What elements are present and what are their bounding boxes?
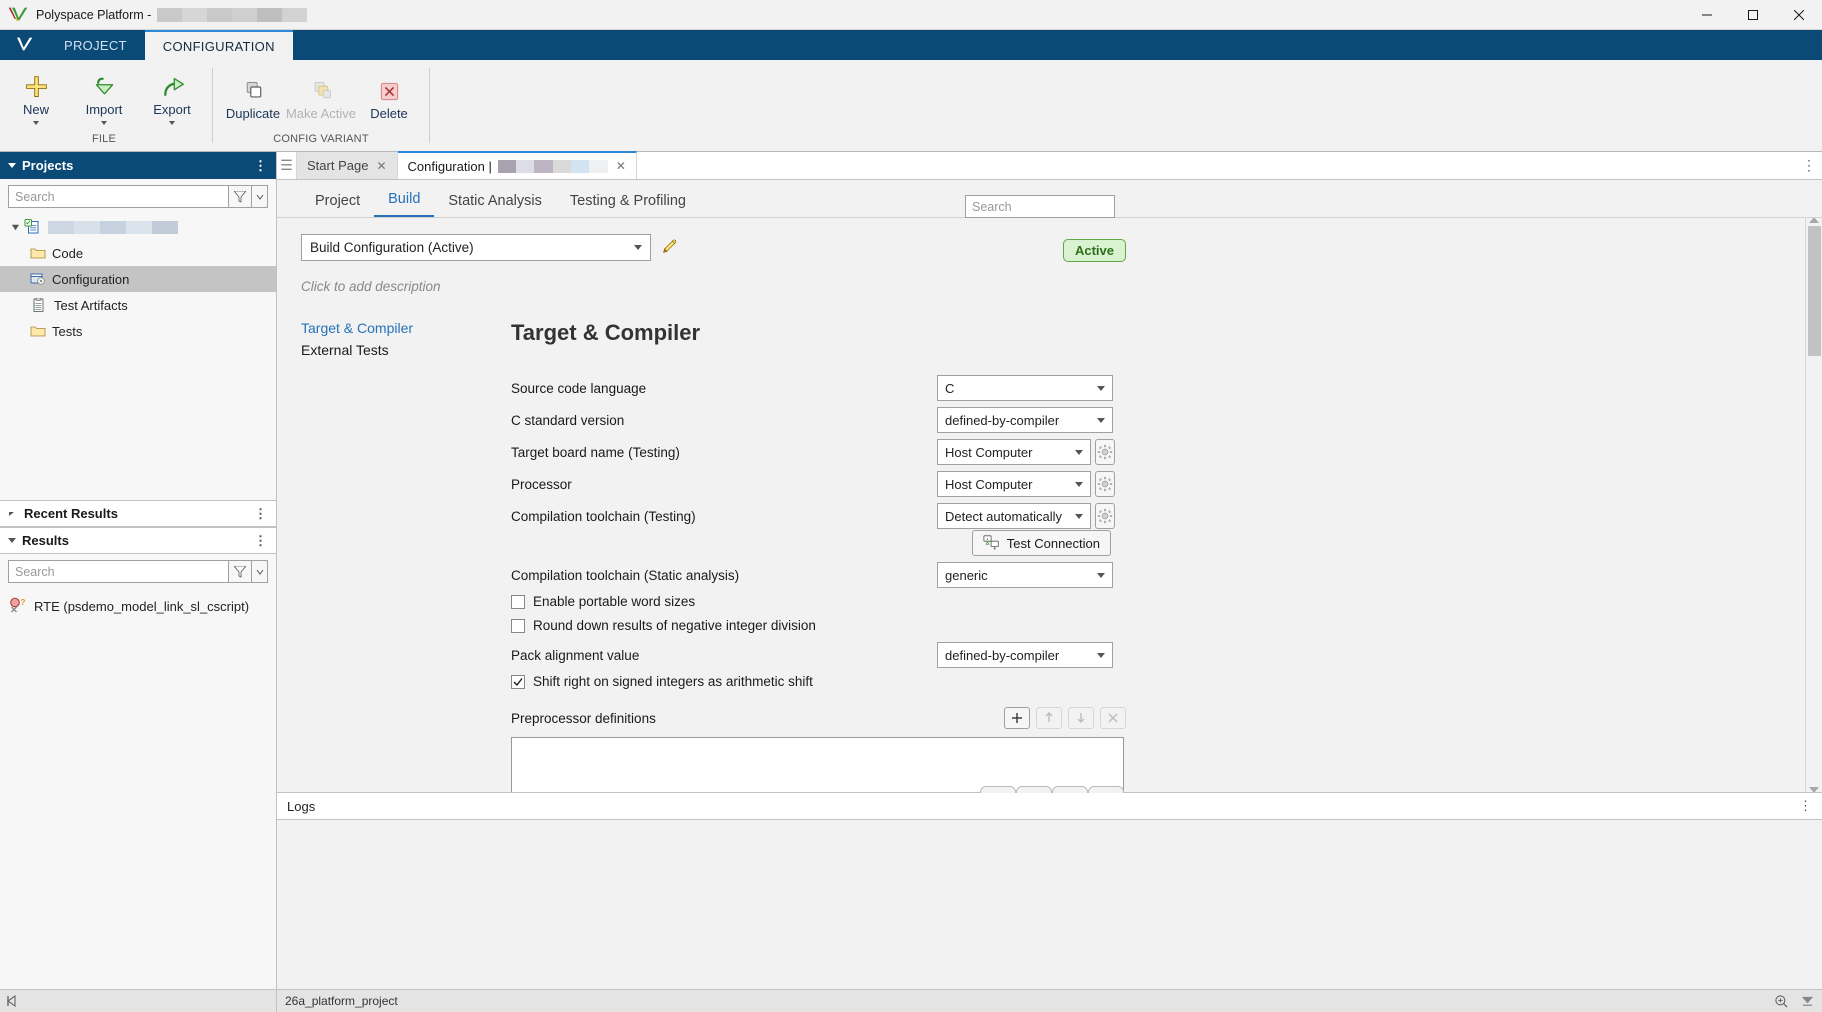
svg-text:?: ?: [21, 598, 26, 607]
